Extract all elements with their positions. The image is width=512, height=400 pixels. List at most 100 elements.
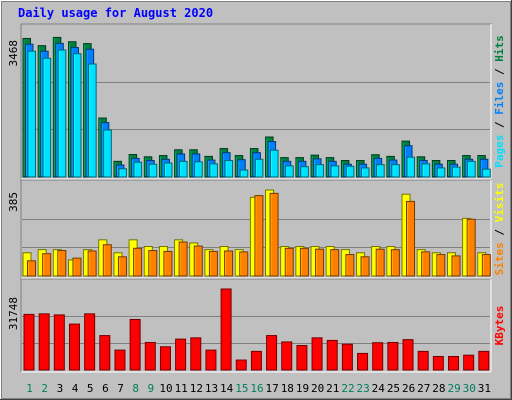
- bar-sites-day-22: [345, 254, 355, 277]
- panel-max-label: 385: [7, 192, 20, 212]
- bar-sites-day-2: [42, 253, 52, 277]
- legend-entry: Hits: [493, 35, 506, 62]
- bar-sites-day-24: [375, 248, 385, 277]
- day-label: 5: [87, 382, 94, 395]
- day-label: 11: [175, 382, 188, 395]
- bar-sites-day-20: [315, 248, 325, 277]
- bar-sites-day-19: [299, 247, 309, 277]
- panel-legend: Sites / Visits: [493, 183, 506, 276]
- bar-kbytes-day-23: [357, 352, 369, 371]
- panel-visits-sites: 385 Sites / Visits: [7, 179, 506, 279]
- bar-kbytes-day-24: [372, 342, 384, 371]
- legend-entry: Sites: [493, 242, 506, 275]
- bar-sites-day-17: [269, 192, 279, 277]
- bar-kbytes-day-19: [296, 345, 308, 371]
- bar-sites-day-21: [330, 249, 340, 277]
- bar-kbytes-day-20: [311, 337, 323, 371]
- day-label: 26: [402, 382, 415, 395]
- day-label: 13: [205, 382, 218, 395]
- bar-kbytes-day-31: [478, 350, 490, 371]
- day-label: 1: [26, 382, 33, 395]
- bar-pages-day-7: [118, 168, 127, 178]
- bar-kbytes-day-28: [432, 355, 444, 371]
- bar-sites-day-4: [72, 257, 82, 277]
- day-label: 27: [417, 382, 430, 395]
- day-label: 19: [296, 382, 309, 395]
- bar-kbytes-day-10: [159, 346, 171, 371]
- day-label: 28: [432, 382, 445, 395]
- day-label: 3: [57, 382, 64, 395]
- day-label: 29: [447, 382, 460, 395]
- bar-kbytes-day-8: [129, 318, 141, 371]
- day-label: 15: [235, 382, 248, 395]
- bar-sites-day-8: [133, 247, 143, 277]
- day-label: 17: [266, 382, 279, 395]
- bar-kbytes-day-18: [281, 341, 293, 371]
- legend-entry: /: [493, 62, 506, 82]
- bar-pages-day-10: [163, 162, 173, 178]
- bar-sites-day-12: [193, 245, 203, 277]
- bar-pages-day-21: [330, 165, 340, 178]
- bar-kbytes-day-26: [402, 339, 414, 371]
- bar-pages-day-14: [224, 160, 234, 178]
- bar-sites-day-6: [102, 244, 112, 277]
- bar-pages-day-16: [254, 158, 264, 178]
- day-label: 21: [326, 382, 339, 395]
- bar-sites-day-13: [208, 250, 218, 277]
- chart-panels: 3468 Pages / Files / Hits 385 Sites / Visit…: [7, 23, 506, 373]
- day-label: 8: [132, 382, 139, 395]
- day-label: 31: [478, 382, 491, 395]
- bar-sites-day-9: [148, 250, 158, 277]
- day-label: 23: [357, 382, 370, 395]
- bar-sites-day-7: [117, 256, 127, 277]
- panel-hits-files-pages: 3468 Pages / Files / Hits: [7, 23, 506, 180]
- panel-kbytes: 31748 KBytes: [7, 278, 506, 373]
- day-label: 9: [148, 382, 155, 395]
- bar-pages-day-26: [406, 156, 416, 178]
- bar-sites-day-16: [254, 195, 264, 277]
- bar-pages-day-27: [421, 163, 431, 178]
- bar-sites-day-14: [224, 250, 234, 277]
- bar-pages-day-29: [452, 166, 461, 178]
- day-label: 12: [190, 382, 203, 395]
- legend-entry: KBytes: [493, 306, 506, 346]
- bar-kbytes-day-14: [220, 288, 232, 371]
- bar-kbytes-day-9: [144, 341, 156, 371]
- bar-kbytes-day-13: [205, 349, 217, 371]
- bar-kbytes-day-5: [84, 313, 96, 371]
- bar-kbytes-day-22: [341, 343, 353, 371]
- bar-pages-day-15: [239, 169, 249, 178]
- day-label: 22: [341, 382, 354, 395]
- day-label: 18: [281, 382, 294, 395]
- bar-sites-day-30: [466, 218, 476, 277]
- bar-sites-day-10: [163, 250, 173, 277]
- legend-entry: Files: [493, 82, 506, 115]
- day-label: 4: [72, 382, 79, 395]
- bar-kbytes-day-30: [463, 354, 475, 371]
- day-label: 7: [117, 382, 124, 395]
- bar-pages-day-20: [315, 164, 325, 178]
- bar-kbytes-day-21: [326, 339, 338, 371]
- bar-kbytes-day-7: [114, 349, 126, 371]
- bar-pages-day-13: [209, 163, 218, 178]
- bar-kbytes-day-6: [99, 335, 111, 371]
- bar-kbytes-day-15: [235, 359, 247, 371]
- bar-pages-day-9: [148, 163, 158, 178]
- bar-pages-day-11: [179, 160, 188, 178]
- bar-kbytes-day-12: [190, 337, 202, 371]
- bar-pages-day-19: [300, 166, 309, 178]
- bar-pages-day-8: [133, 161, 143, 178]
- bar-sites-day-25: [390, 249, 400, 277]
- bar-sites-day-23: [360, 256, 370, 277]
- panel-max-label: 31748: [7, 297, 20, 330]
- bar-pages-day-12: [194, 161, 203, 178]
- day-label: 2: [41, 382, 48, 395]
- bar-pages-day-6: [103, 129, 112, 178]
- bar-sites-day-27: [421, 251, 431, 277]
- bar-kbytes-day-25: [387, 341, 399, 371]
- bar-kbytes-day-2: [38, 313, 50, 371]
- bar-kbytes-day-27: [417, 350, 429, 371]
- day-label: 6: [102, 382, 109, 395]
- bar-pages-day-31: [482, 168, 491, 178]
